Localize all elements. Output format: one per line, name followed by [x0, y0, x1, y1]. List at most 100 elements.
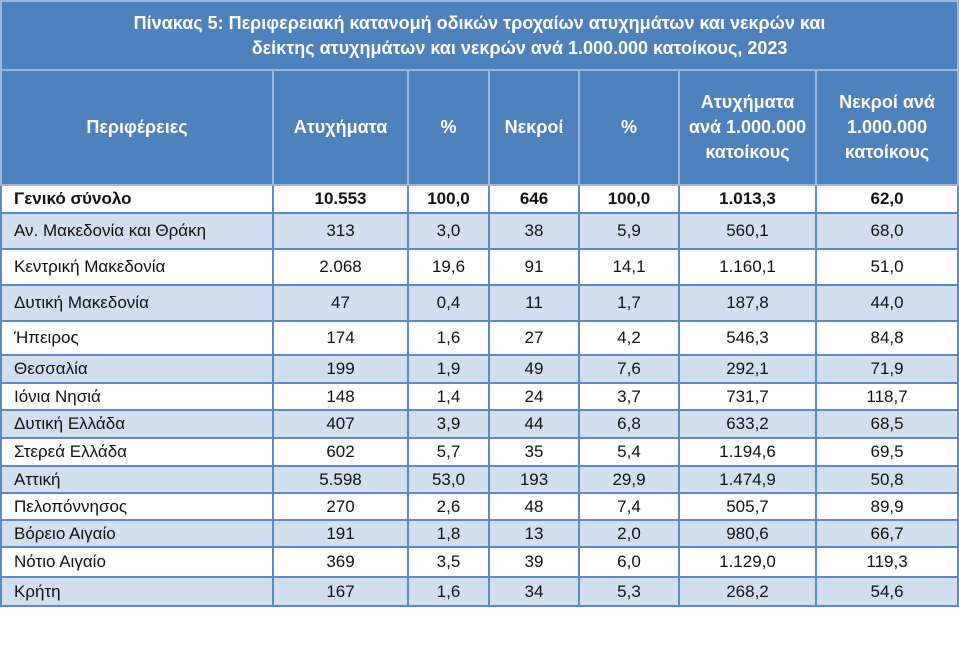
column-header-deaths-pct: % [578, 69, 680, 186]
cell: 5,3 [578, 576, 680, 607]
cell: 68,5 [814, 409, 959, 439]
cell: 38 [488, 212, 580, 250]
cell: 369 [272, 546, 409, 578]
column-header-accidents: Ατυχήματα [272, 69, 409, 186]
cell: 47 [272, 284, 409, 322]
regional-accidents-table: Πίνακας 5: Περιφερειακή κατανομή οδικών … [0, 0, 959, 607]
cell: 1.129,0 [678, 546, 817, 578]
cell: 100,0 [407, 184, 490, 214]
cell: 602 [272, 437, 409, 467]
cell: 560,1 [678, 212, 817, 250]
cell: 505,7 [678, 492, 817, 521]
region-name: Αττική [0, 465, 274, 494]
region-name: Δυτική Ελλάδα [0, 409, 274, 439]
cell: 633,2 [678, 409, 817, 439]
cell: 546,3 [678, 320, 817, 356]
region-name: Πελοπόννησος [0, 492, 274, 521]
cell: 6,8 [578, 409, 680, 439]
cell: 68,0 [814, 212, 959, 250]
table-title: Πίνακας 5: Περιφερειακή κατανομή οδικών … [0, 0, 959, 71]
table-row: Δυτική Μακεδονία 47 0,4 11 1,7 187,8 44,0 [0, 284, 959, 322]
cell: 1,6 [407, 576, 490, 607]
cell: 313 [272, 212, 409, 250]
cell: 1,9 [407, 354, 490, 384]
cell: 0,4 [407, 284, 490, 322]
table-row: Κρήτη 167 1,6 34 5,3 268,2 54,6 [0, 576, 959, 607]
cell: 13 [488, 519, 580, 548]
table-row: Αν. Μακεδονία και Θράκη 313 3,0 38 5,9 560,1 6… [0, 212, 959, 250]
cell: 44 [488, 409, 580, 439]
region-name: Ήπειρος [0, 320, 274, 356]
cell: 646 [488, 184, 580, 214]
cell: 53,0 [407, 465, 490, 494]
cell: 187,8 [678, 284, 817, 322]
cell: 118,7 [814, 382, 959, 411]
cell: 39 [488, 546, 580, 578]
table-row: Στερεά Ελλάδα 602 5,7 35 5,4 1.194,6 69,5 [0, 437, 959, 467]
cell: 174 [272, 320, 409, 356]
region-name: Δυτική Μακεδονία [0, 284, 274, 322]
region-name: Κρήτη [0, 576, 274, 607]
column-header-deaths: Νεκροί [488, 69, 580, 186]
cell: 292,1 [678, 354, 817, 384]
cell: 84,8 [814, 320, 959, 356]
table-title-line-1: Πίνακας 5: Περιφερειακή κατανομή οδικών … [133, 12, 826, 33]
region-name: Κεντρική Μακεδονία [0, 248, 274, 286]
cell: 7,4 [578, 492, 680, 521]
cell: 2.068 [272, 248, 409, 286]
cell: 5,7 [407, 437, 490, 467]
cell: 5.598 [272, 465, 409, 494]
cell: 48 [488, 492, 580, 521]
cell: 35 [488, 437, 580, 467]
cell: 3,9 [407, 409, 490, 439]
cell: 268,2 [678, 576, 817, 607]
cell: 44,0 [814, 284, 959, 322]
table-row: Πελοπόννησος 270 2,6 48 7,4 505,7 89,9 [0, 492, 959, 521]
cell: 51,0 [814, 248, 959, 286]
cell: 3,7 [578, 382, 680, 411]
cell: 19,6 [407, 248, 490, 286]
column-header-row: Περιφέρειες Ατυχήματα % Νεκροί % Ατυχήμα… [0, 69, 959, 186]
cell: 191 [272, 519, 409, 548]
column-header-deaths-per-million: Νεκροί ανά 1.000.000 κατοίκους [814, 69, 959, 186]
cell: Γενικό σύνολο [0, 184, 274, 214]
cell: 6,0 [578, 546, 680, 578]
cell: 1,7 [578, 284, 680, 322]
region-name: Ιόνια Νησιά [0, 382, 274, 411]
cell: 66,7 [814, 519, 959, 548]
table-body: Αν. Μακεδονία και Θράκη 313 3,0 38 5,9 560,1 6… [0, 212, 959, 607]
table-row: Βόρειο Αιγαίο 191 1,8 13 2,0 980,6 66,7 [0, 519, 959, 548]
total-row: Γενικό σύνολο 10.553 100,0 646 100,0 1.0… [0, 184, 959, 214]
cell: 980,6 [678, 519, 817, 548]
cell: 3,5 [407, 546, 490, 578]
column-header-accidents-per-million: Ατυχήματα ανά 1.000.000 κατοίκους [678, 69, 817, 186]
cell: 1,8 [407, 519, 490, 548]
cell: 50,8 [814, 465, 959, 494]
cell: 2,6 [407, 492, 490, 521]
cell: 167 [272, 576, 409, 607]
cell: 407 [272, 409, 409, 439]
cell: 100,0 [578, 184, 680, 214]
cell: 199 [272, 354, 409, 384]
cell: 148 [272, 382, 409, 411]
cell: 119,3 [814, 546, 959, 578]
cell: 14,1 [578, 248, 680, 286]
cell: 2,0 [578, 519, 680, 548]
cell: 5,9 [578, 212, 680, 250]
cell: 24 [488, 382, 580, 411]
region-name: Νότιο Αιγαίο [0, 546, 274, 578]
region-name: Αν. Μακεδονία και Θράκη [0, 212, 274, 250]
cell: 34 [488, 576, 580, 607]
cell: 11 [488, 284, 580, 322]
cell: 62,0 [814, 184, 959, 214]
table-row: Ιόνια Νησιά 148 1,4 24 3,7 731,7 118,7 [0, 382, 959, 411]
cell: 49 [488, 354, 580, 384]
cell: 54,6 [814, 576, 959, 607]
region-name: Θεσσαλία [0, 354, 274, 384]
cell: 193 [488, 465, 580, 494]
table-row: Δυτική Ελλάδα 407 3,9 44 6,8 633,2 68,5 [0, 409, 959, 439]
cell: 1.013,3 [678, 184, 817, 214]
cell: 731,7 [678, 382, 817, 411]
region-name: Στερεά Ελλάδα [0, 437, 274, 467]
region-name: Βόρειο Αιγαίο [0, 519, 274, 548]
